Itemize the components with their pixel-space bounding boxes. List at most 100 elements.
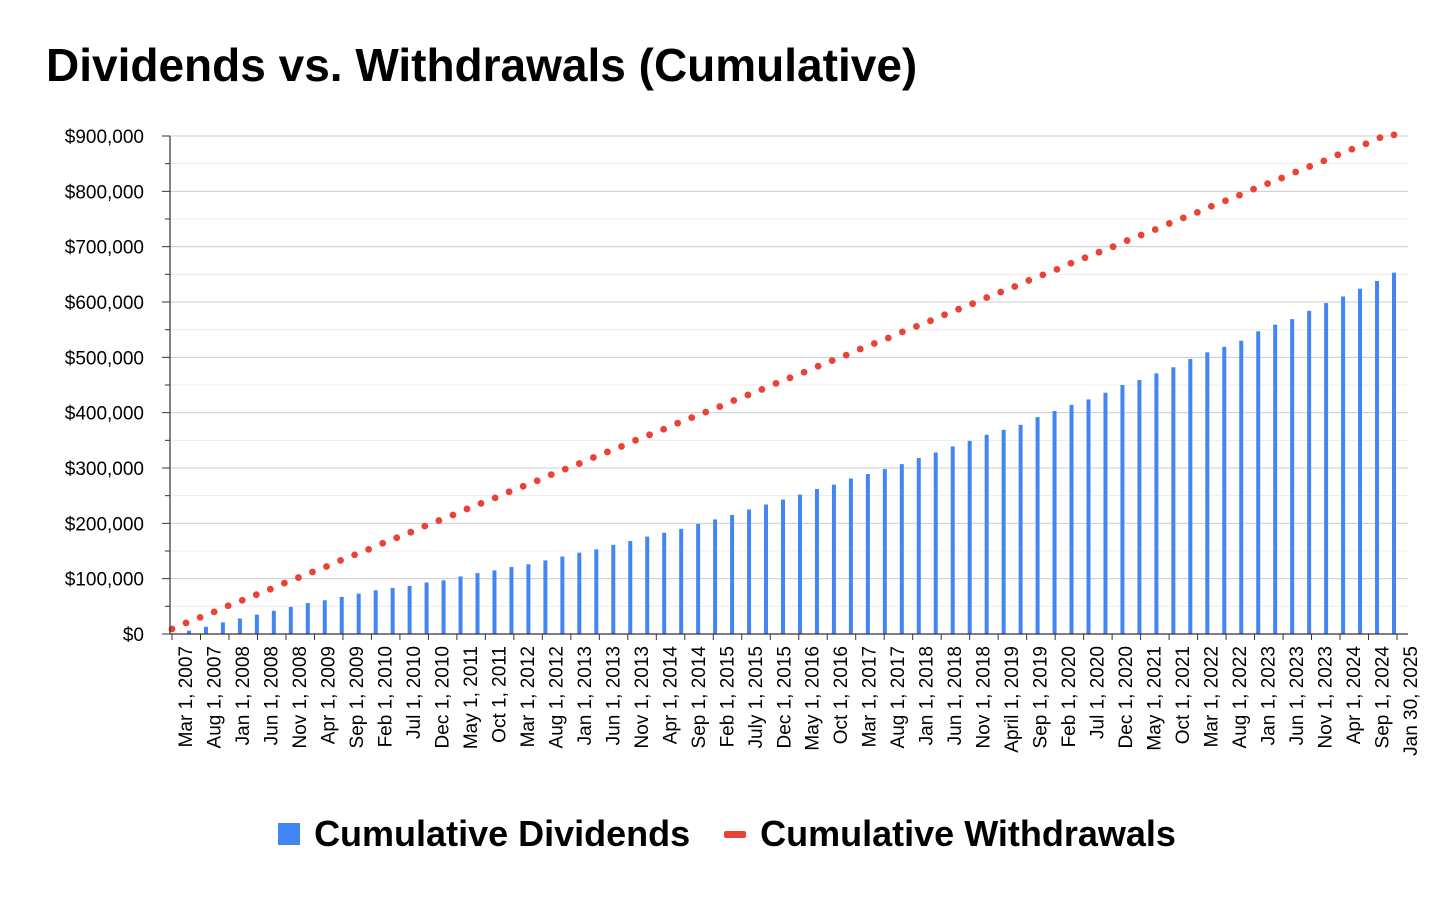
withdrawal-point[interactable] <box>674 419 682 427</box>
dividend-bar[interactable] <box>441 580 446 634</box>
dividend-bar[interactable] <box>560 556 565 634</box>
dividend-bar[interactable] <box>831 484 836 634</box>
dividend-bar[interactable] <box>1205 352 1210 634</box>
dividend-bar[interactable] <box>543 560 548 634</box>
dividend-bar[interactable] <box>797 494 802 634</box>
dividend-bar[interactable] <box>322 600 327 634</box>
dividend-bar[interactable] <box>1358 288 1363 634</box>
dividend-bar[interactable] <box>1052 411 1057 634</box>
withdrawal-point[interactable] <box>351 551 358 559</box>
withdrawal-point[interactable] <box>1123 237 1131 244</box>
withdrawal-point[interactable] <box>1179 214 1187 222</box>
withdrawal-point[interactable] <box>1151 226 1159 233</box>
dividend-bar[interactable] <box>1273 324 1278 634</box>
withdrawal-point[interactable] <box>1334 151 1342 159</box>
withdrawal-point[interactable] <box>1306 163 1314 170</box>
withdrawal-point[interactable] <box>477 500 485 507</box>
withdrawal-point[interactable] <box>884 334 892 342</box>
withdrawal-point[interactable] <box>1320 157 1328 165</box>
dividend-bar[interactable] <box>1256 331 1261 634</box>
withdrawal-point[interactable] <box>575 460 583 467</box>
dividend-bar[interactable] <box>424 582 429 634</box>
withdrawal-point[interactable] <box>1095 248 1103 256</box>
withdrawal-point[interactable] <box>1362 140 1370 148</box>
dividend-bar[interactable] <box>747 509 752 635</box>
withdrawal-point[interactable] <box>1292 168 1300 176</box>
dividend-bar[interactable] <box>373 590 378 634</box>
withdrawal-point[interactable] <box>744 391 752 399</box>
withdrawal-point[interactable] <box>1109 243 1117 251</box>
withdrawal-point[interactable] <box>786 374 794 382</box>
withdrawal-point[interactable] <box>604 448 611 456</box>
withdrawal-point[interactable] <box>435 517 443 524</box>
withdrawal-point[interactable] <box>688 414 696 422</box>
withdrawal-point[interactable] <box>266 585 274 593</box>
dividend-bar[interactable] <box>1188 358 1193 634</box>
withdrawal-point[interactable] <box>814 362 822 370</box>
withdrawal-point[interactable] <box>379 539 387 547</box>
withdrawal-point[interactable] <box>1165 220 1173 227</box>
withdrawal-point[interactable] <box>730 397 738 404</box>
dividend-bar[interactable] <box>848 478 853 634</box>
dividend-bar[interactable] <box>696 523 701 634</box>
dividend-bar[interactable] <box>526 564 531 634</box>
dividend-bar[interactable] <box>865 474 870 634</box>
dividend-bar[interactable] <box>237 618 242 634</box>
dividend-bar[interactable] <box>764 504 769 634</box>
withdrawal-point[interactable] <box>252 591 260 599</box>
withdrawal-point[interactable] <box>547 471 555 479</box>
withdrawal-point[interactable] <box>519 482 527 490</box>
dividend-bar[interactable] <box>509 567 514 634</box>
withdrawal-point[interactable] <box>800 368 808 376</box>
withdrawal-point[interactable] <box>941 311 948 319</box>
withdrawal-point[interactable] <box>533 477 541 485</box>
withdrawal-point[interactable] <box>323 563 330 570</box>
withdrawal-point[interactable] <box>1193 208 1201 216</box>
dividend-bar[interactable] <box>611 544 616 634</box>
dividend-bar[interactable] <box>390 588 395 634</box>
dividend-bar[interactable] <box>271 610 276 634</box>
dividend-bar[interactable] <box>407 585 412 634</box>
dividend-bar[interactable] <box>662 532 667 634</box>
withdrawal-point[interactable] <box>618 443 625 450</box>
withdrawal-point[interactable] <box>856 345 864 353</box>
withdrawal-point[interactable] <box>716 403 724 410</box>
withdrawal-point[interactable] <box>758 386 766 393</box>
dividend-bar[interactable] <box>475 573 480 634</box>
dividend-bar[interactable] <box>1120 385 1125 634</box>
withdrawal-point[interactable] <box>589 454 597 461</box>
withdrawal-point[interactable] <box>772 379 780 387</box>
dividend-bar[interactable] <box>1154 373 1159 634</box>
withdrawal-point[interactable] <box>1278 174 1286 182</box>
dividend-bar[interactable] <box>1137 380 1142 634</box>
withdrawal-point[interactable] <box>182 619 190 627</box>
withdrawal-point[interactable] <box>983 294 991 301</box>
dividend-bar[interactable] <box>899 464 904 634</box>
withdrawal-point[interactable] <box>238 596 246 604</box>
withdrawal-point[interactable] <box>449 511 457 519</box>
withdrawal-point[interactable] <box>295 574 302 581</box>
withdrawal-point[interactable] <box>309 568 316 576</box>
dividend-bar[interactable] <box>356 593 361 634</box>
dividend-bar[interactable] <box>305 603 310 634</box>
withdrawal-point[interactable] <box>365 545 373 553</box>
withdrawal-point[interactable] <box>660 425 668 433</box>
withdrawal-point[interactable] <box>632 436 639 444</box>
dividend-bar[interactable] <box>1018 424 1023 634</box>
dividend-bar[interactable] <box>1324 303 1329 634</box>
dividend-bar[interactable] <box>1375 280 1380 634</box>
withdrawal-point[interactable] <box>407 528 415 536</box>
withdrawal-point[interactable] <box>1053 265 1061 273</box>
withdrawal-point[interactable] <box>1039 271 1047 279</box>
dividend-bar[interactable] <box>1001 429 1006 634</box>
dividend-bar[interactable] <box>254 614 259 634</box>
withdrawal-point[interactable] <box>913 322 920 330</box>
dividend-bar[interactable] <box>916 458 921 634</box>
withdrawal-point[interactable] <box>927 317 934 325</box>
dividend-bar[interactable] <box>1290 319 1295 634</box>
withdrawal-point[interactable] <box>561 465 569 473</box>
dividend-bar[interactable] <box>645 536 650 634</box>
dividend-bar[interactable] <box>1341 296 1346 634</box>
withdrawal-point[interactable] <box>1348 145 1356 153</box>
dividend-bar[interactable] <box>984 434 989 634</box>
